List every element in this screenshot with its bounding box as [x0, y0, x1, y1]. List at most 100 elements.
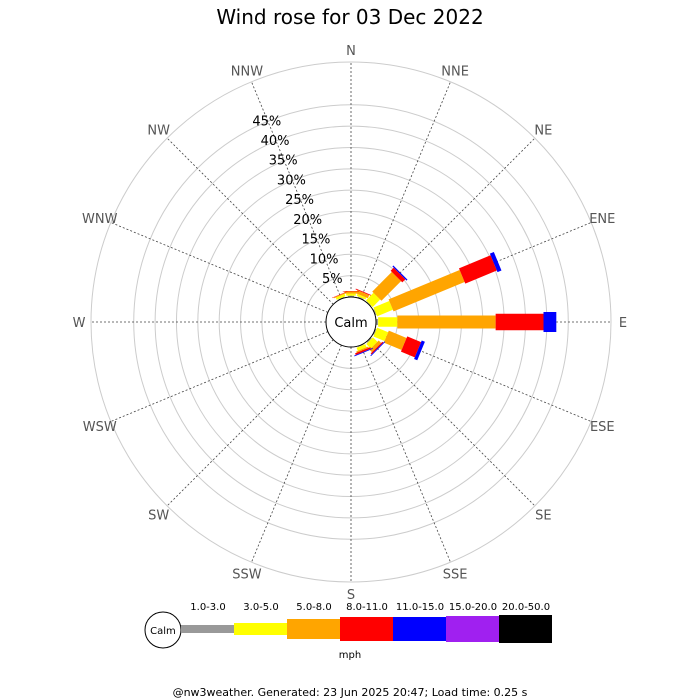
- legend-swatch-0: [181, 625, 234, 633]
- bar-segment-sse-1: [356, 344, 367, 351]
- ring-label-45: 45%: [252, 114, 281, 129]
- ring-label-10: 10%: [310, 252, 339, 267]
- bar-segment-sse-3: [355, 347, 371, 355]
- bar-segment-ne-4: [392, 265, 408, 281]
- direction-label-wsw: WSW: [83, 420, 117, 435]
- legend-calm-label: Calm: [150, 626, 176, 637]
- bar-n: [342, 291, 360, 297]
- bar-segment-ene-3: [458, 255, 497, 284]
- bar-segment-nnw-3: [332, 291, 348, 299]
- direction-label-wnw: WNW: [82, 212, 118, 227]
- bar-nne: [355, 288, 372, 301]
- spoke-sse: [360, 344, 451, 563]
- legend-label-6: 20.0-50.0: [502, 602, 550, 613]
- footer-text: @nw3weather. Generated: 23 Jun 2025 20:4…: [173, 686, 528, 699]
- ring-labels: 5% 10% 15% 20% 25% 30% 35% 40% 45%: [252, 114, 342, 287]
- bar-ene: [372, 252, 502, 317]
- direction-label-s: S: [347, 588, 355, 603]
- legend-label-5: 15.0-20.0: [449, 602, 497, 613]
- bar-ese: [372, 327, 425, 361]
- bar-segment-n-2: [344, 291, 358, 294]
- legend-swatch-4: [393, 617, 446, 641]
- legend-label-3: 8.0-11.0: [346, 602, 388, 613]
- bar-segment-nne-3: [355, 288, 372, 296]
- direction-label-ene: ENE: [589, 212, 615, 227]
- direction-label-se: SE: [535, 508, 551, 523]
- spoke-sw: [166, 339, 334, 507]
- ring-label-30: 30%: [277, 173, 306, 188]
- legend-swatch-6: [499, 615, 552, 643]
- calm-label: Calm: [334, 316, 367, 331]
- direction-label-ese: ESE: [590, 420, 615, 435]
- bar-segment-sse-2: [356, 346, 369, 353]
- bar-segment-se-3: [370, 341, 384, 355]
- ring-label-25: 25%: [285, 193, 314, 208]
- spoke-se: [368, 339, 536, 507]
- bar-segment-nnw-2: [333, 292, 347, 299]
- ring-label-40: 40%: [261, 134, 290, 149]
- bar-segment-se-0: [366, 337, 372, 343]
- bar-segment-ene-1: [373, 301, 393, 317]
- bar-segment-ese-3: [400, 336, 422, 358]
- calm-center: Calm: [325, 296, 377, 348]
- direction-label-nnw: NNW: [231, 65, 263, 80]
- legend-label-0: 1.0-3.0: [190, 602, 225, 613]
- legend-swatch-1: [234, 623, 287, 635]
- spoke-ne: [368, 137, 536, 305]
- bar-segment-e-1: [378, 317, 398, 327]
- bar-segment-se-4: [370, 341, 386, 357]
- bar-segment-ne-3: [390, 267, 406, 283]
- legend-label-1: 3.0-5.0: [243, 602, 278, 613]
- chart-title: Wind rose for 03 Dec 2022: [216, 5, 483, 29]
- bar-segment-nnw-1: [335, 293, 346, 300]
- bar-segment-ese-4: [414, 340, 425, 361]
- legend-label-2: 5.0-8.0: [296, 602, 331, 613]
- bar-segment-e-4: [543, 312, 557, 332]
- direction-label-e: E: [619, 316, 627, 331]
- spoke-nne: [360, 81, 451, 300]
- bar-segment-ne-2: [372, 271, 402, 301]
- bar-sse: [354, 343, 373, 357]
- direction-label-nw: NW: [147, 124, 170, 139]
- bar-segment-sse-4: [354, 347, 373, 357]
- bar-segment-ese-2: [383, 330, 407, 350]
- ring-label-35: 35%: [269, 154, 298, 169]
- bar-segment-ene-4: [489, 252, 502, 273]
- ring-label-15: 15%: [301, 233, 330, 248]
- legend-swatch-5: [446, 616, 499, 642]
- legend-label-4: 11.0-15.0: [396, 602, 444, 613]
- direction-label-sw: SW: [148, 508, 169, 523]
- spoke-nw: [166, 137, 334, 305]
- direction-label-ssw: SSW: [232, 567, 262, 582]
- spoke-nnw: [251, 81, 342, 300]
- bar-segment-nne-2: [355, 290, 370, 299]
- bar-e: [375, 312, 557, 332]
- bar-segment-e-0: [375, 319, 379, 325]
- direction-labels: N NNE NE ENE E ESE SE SSE S SSW SW WSW W WNW NW NNW: [73, 44, 628, 603]
- direction-label-nne: NNE: [441, 65, 469, 80]
- legend-unit: mph: [339, 650, 361, 661]
- calm-circle: [325, 296, 377, 348]
- spoke-ese: [373, 331, 592, 422]
- ring-label-5: 5%: [322, 272, 343, 287]
- bar-segment-se-1: [366, 337, 378, 349]
- bar-se: [366, 337, 386, 357]
- spoke-ssw: [251, 344, 342, 563]
- legend-swatch-2: [287, 619, 340, 639]
- bar-segment-nne-1: [356, 293, 367, 300]
- bar-segment-n-0: [348, 295, 354, 297]
- ring-label-20: 20%: [293, 213, 322, 228]
- direction-label-sse: SSE: [443, 567, 468, 582]
- bar-segment-e-3: [495, 313, 544, 331]
- direction-label-ne: NE: [534, 124, 552, 139]
- grid-ring-outer: [90, 61, 612, 583]
- bar-segment-se-2: [369, 340, 382, 353]
- bar-segment-e-2: [397, 315, 496, 329]
- direction-label-n: N: [346, 44, 356, 59]
- legend: Calm 1.0-3.0 3.0-5.0 5.0-8.0 8.0-11.0 11.0-1…: [144, 602, 552, 661]
- bar-segment-n-1: [346, 293, 356, 296]
- spoke-wsw: [110, 331, 329, 422]
- legend-swatch-3: [340, 617, 393, 641]
- bar-segment-ese-1: [373, 327, 389, 342]
